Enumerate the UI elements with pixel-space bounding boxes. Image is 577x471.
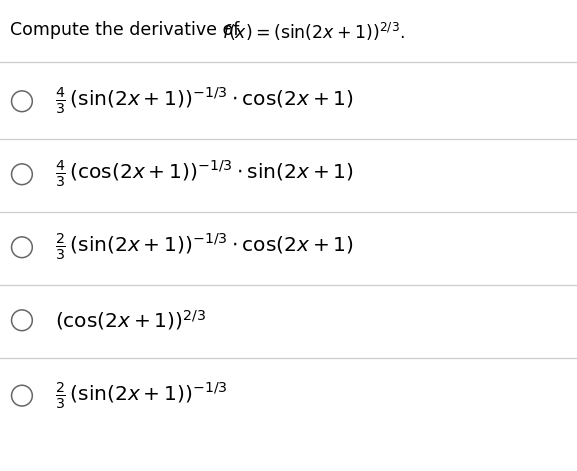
Text: $\frac{4}{3}\,(\cos(2x+1))^{-1/3}\cdot\sin(2x+1)$: $\frac{4}{3}\,(\cos(2x+1))^{-1/3}\cdot\s… [55,159,354,189]
Text: $\frac{2}{3}\,(\sin(2x+1))^{-1/3}$: $\frac{2}{3}\,(\sin(2x+1))^{-1/3}$ [55,381,227,411]
Text: $(\cos(2x+1))^{2/3}$: $(\cos(2x+1))^{2/3}$ [55,309,206,332]
Text: $\frac{2}{3}\,(\sin(2x+1))^{-1/3}\cdot\cos(2x+1)$: $\frac{2}{3}\,(\sin(2x+1))^{-1/3}\cdot\c… [55,232,354,262]
Text: $\frac{4}{3}\,(\sin(2x+1))^{-1/3}\cdot\cos(2x+1)$: $\frac{4}{3}\,(\sin(2x+1))^{-1/3}\cdot\c… [55,86,354,116]
Text: Compute the derivative of: Compute the derivative of [10,21,245,39]
Text: $f(x) = (\sin(2x+1))^{2/3}.$: $f(x) = (\sin(2x+1))^{2/3}.$ [222,21,405,43]
